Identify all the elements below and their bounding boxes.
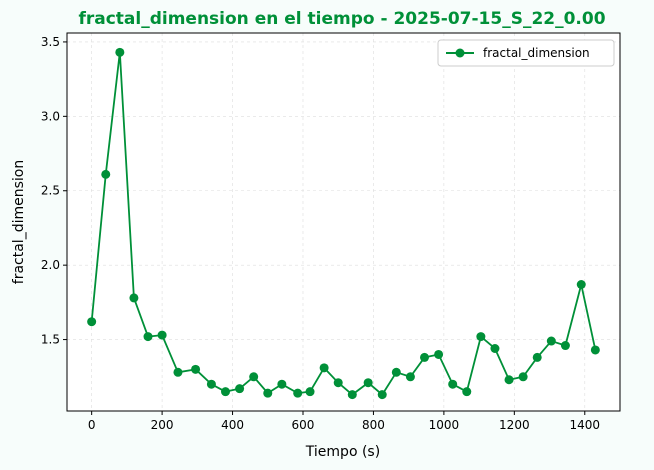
data-point (277, 379, 287, 389)
x-tick-label: 1000 (429, 418, 460, 432)
x-axis-label: Tiempo (s) (305, 444, 380, 460)
plot-area (67, 33, 620, 411)
data-point (101, 169, 111, 179)
data-point (87, 317, 97, 327)
y-axis-label: fractal_dimension (11, 160, 27, 284)
data-point (532, 352, 542, 362)
data-point (420, 352, 430, 362)
data-point (391, 367, 401, 377)
data-point (157, 330, 167, 340)
data-point (319, 363, 329, 373)
x-axis-ticks: 0 200 400 600 800 1000 1200 1400 (88, 411, 600, 432)
data-point (305, 387, 315, 397)
data-point (434, 349, 444, 359)
data-point (576, 280, 586, 290)
y-tick-label: 2.5 (41, 184, 60, 198)
x-tick-label: 0 (88, 418, 96, 432)
data-point (462, 387, 472, 397)
series-layer (87, 47, 600, 400)
data-point (476, 332, 486, 342)
data-point (490, 343, 500, 353)
x-tick-label: 1200 (499, 418, 530, 432)
data-point (518, 372, 528, 382)
y-tick-label: 3.5 (41, 35, 60, 49)
data-point (191, 364, 201, 374)
legend: fractal_dimension (437, 39, 615, 67)
data-point (173, 367, 183, 377)
data-point (560, 341, 570, 351)
data-point (405, 372, 415, 382)
y-axis-ticks: 1.5 2.0 2.5 3.0 3.5 (41, 35, 67, 347)
x-tick-label: 200 (151, 418, 174, 432)
data-point (206, 379, 216, 389)
legend-box (437, 39, 615, 67)
data-point (115, 47, 125, 57)
data-point (333, 378, 343, 388)
legend-marker-swatch (455, 48, 465, 58)
x-tick-label: 400 (221, 418, 244, 432)
data-point (221, 387, 231, 397)
data-point (235, 384, 245, 394)
x-tick-label: 600 (292, 418, 315, 432)
plot-frame (66, 32, 621, 412)
y-tick-label: 1.5 (41, 333, 60, 347)
data-point (504, 375, 514, 385)
data-point (448, 379, 458, 389)
data-point (249, 372, 259, 382)
x-tick-label: 1400 (570, 418, 601, 432)
x-tick-label: 800 (362, 418, 385, 432)
legend-entry-fractal-dimension: fractal_dimension (483, 46, 590, 60)
data-point (377, 390, 387, 400)
data-point (263, 388, 273, 398)
y-tick-label: 3.0 (41, 109, 60, 123)
grid (67, 33, 620, 411)
data-point (347, 390, 357, 400)
data-point (546, 336, 556, 346)
data-point (143, 332, 153, 342)
data-point (590, 345, 600, 355)
data-point (293, 388, 303, 398)
data-point (363, 378, 373, 388)
y-tick-label: 2.0 (41, 258, 60, 272)
data-point (129, 293, 139, 303)
chart-title: fractal_dimension en el tiempo - 2025-07… (78, 9, 605, 29)
